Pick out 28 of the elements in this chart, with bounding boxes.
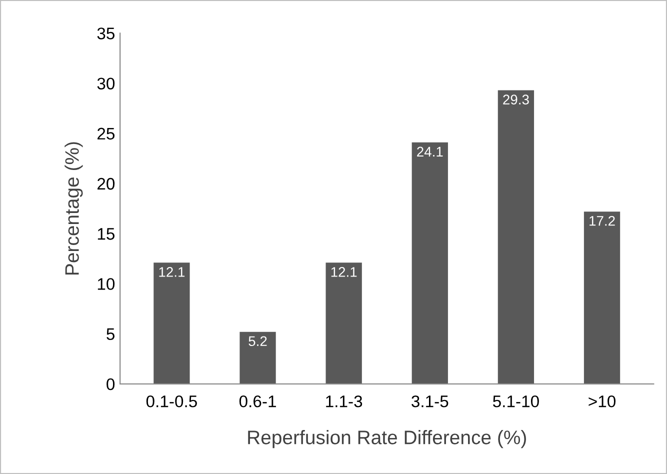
x-axis-title: Reperfusion Rate Difference (%) [248,430,526,448]
data-label: 12.1 [159,267,185,277]
data-label: 24.1 [417,146,443,156]
bar [154,262,190,384]
x-tick-label: 0.6-1 [239,395,276,408]
y-tick-label: 15 [98,228,114,240]
y-tick-label: 35 [97,28,114,40]
x-tick-label: 1.1-3 [326,395,362,408]
x-tick-label: >10 [588,395,616,408]
y-axis-title: Percentage (%) [64,142,83,275]
x-tick-label: 0.1-0.5 [146,395,197,408]
y-tick-label: 30 [97,78,115,90]
y-tick-label: 10 [98,278,115,290]
bar [584,212,620,384]
y-tick-label: 20 [98,178,115,190]
y-tick-label: 5 [106,328,114,340]
y-tick-label: 25 [98,128,114,140]
bar [240,332,276,384]
data-label: 12.1 [331,267,357,277]
x-tick-label: 3.1-5 [412,395,448,408]
data-label: 5.2 [248,336,267,346]
x-tick-label: 5.1-10 [492,395,539,408]
data-label: 29.3 [503,94,529,105]
y-tick-label: 0 [106,378,115,390]
bar [412,142,448,384]
data-label: 17.2 [590,216,615,226]
bar [498,90,534,384]
bar [326,262,362,384]
